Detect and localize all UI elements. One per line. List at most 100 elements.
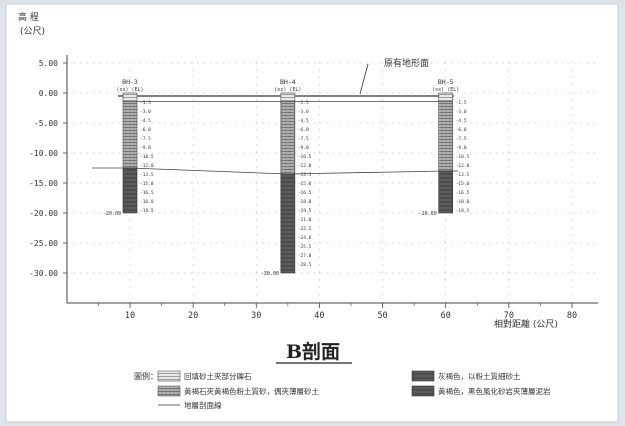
y-tick-label: -15.00 — [29, 179, 58, 188]
borehole-depth-label: -1.5 — [298, 100, 309, 106]
borehole-depth-label: -12.0 — [140, 163, 154, 169]
borehole-depth-label: -19.5 — [456, 208, 470, 214]
borehole-depth-label: -25.5 — [298, 244, 312, 250]
borehole-depth-label: -3.0 — [140, 109, 151, 115]
ground-surface-callout — [359, 63, 369, 95]
x-tick-label: 10 — [125, 311, 135, 321]
legend-swatch-silty-sand — [411, 370, 435, 382]
borehole-id: BH-5 — [438, 78, 454, 86]
section-title: B剖面 — [286, 340, 340, 363]
borehole-depth-label: -18.0 — [140, 199, 154, 205]
borehole-depth-label: -15.0 — [456, 181, 470, 187]
borehole-bh-4: BH-4(xx) (EL) -1.5 -3.0 -4.5 -6.0 -7.5 -9.0 -10… — [261, 78, 312, 277]
x-tick-label: 50 — [377, 311, 387, 321]
x-tick-label: 30 — [251, 311, 261, 321]
borehole-depth-label: -6.0 — [298, 127, 309, 133]
borehole-bottom-label: -20.00 — [103, 211, 121, 217]
borehole-bh-5: BH-5(xx) (EL) -1.5 -3.0 -4.5 -6.0 -7.5 -9.0 -10… — [419, 78, 470, 217]
x-tick-label: 60 — [441, 311, 451, 321]
x-tick-label: 20 — [188, 311, 198, 321]
x-tick-label: 40 — [314, 311, 324, 321]
borehole-depth-label: -12.0 — [298, 163, 312, 169]
borehole-depth-label: -7.5 — [456, 136, 467, 142]
borehole-depth-label: -1.5 — [456, 100, 467, 106]
borehole-group: BH-3(xx) (EL)-1.5-3.0-4.5-6.0-7.5-9.0-10… — [103, 78, 470, 277]
borehole-bh-3: BH-3(xx) (EL) -1.5 -3.0 -4.5 -6.0 -7.5 -9.0 -10… — [103, 78, 154, 217]
borehole-depth-label: -13.5 — [298, 172, 312, 178]
borehole-layer-rock — [280, 173, 296, 274]
borehole-depth-label: -6.0 — [140, 127, 151, 133]
x-tick-label: 80 — [567, 311, 577, 321]
legend-swatch-gravel-sand — [157, 385, 181, 397]
borehole-depth-label: -24.0 — [298, 235, 312, 241]
legend-label-fill: 回填砂土夾部分礫石 — [184, 371, 252, 381]
borehole-depth-label: -10.5 — [140, 154, 154, 160]
borehole-depth-label: -10.5 — [298, 154, 312, 160]
y-tick-label: -20.00 — [29, 209, 58, 218]
y-axis-title: 高 程 — [18, 11, 39, 23]
legend-swatch-fill — [157, 370, 181, 382]
y-tick-label: -30.00 — [29, 269, 58, 278]
y-tick-label: -5.00 — [34, 119, 58, 128]
legend-heading: 圖例： — [134, 371, 158, 381]
legend-label-section-line: 地層剖面線 — [184, 400, 222, 410]
legend-swatch-sandstone — [411, 385, 435, 397]
borehole-layer-gravel — [122, 101, 138, 169]
borehole-depth-label: -9.0 — [140, 145, 151, 151]
x-axis-title: 相對距離 (公尺) — [494, 318, 558, 330]
legend-label-sandstone: 黃褐色，黑色風化砂岩夾薄層泥岩 — [438, 386, 551, 396]
borehole-depth-label: -16.5 — [298, 190, 312, 196]
borehole-depth-label: -7.5 — [140, 136, 151, 142]
borehole-depth-label: -1.5 — [140, 100, 151, 106]
borehole-depth-label: -4.5 — [456, 118, 467, 124]
borehole-depth-label: -19.5 — [140, 208, 154, 214]
borehole-layer-fill — [122, 92, 138, 102]
borehole-depth-label: -9.0 — [456, 145, 467, 151]
borehole-depth-label: -15.0 — [140, 181, 154, 187]
legend-label-silty-sand: 灰褐色，以粉土質細砂土 — [438, 371, 521, 381]
borehole-depth-label: -3.0 — [298, 109, 309, 115]
borehole-depth-label: -9.0 — [298, 145, 309, 151]
borehole-depth-label: -19.5 — [298, 208, 312, 214]
borehole-depth-label: -16.5 — [140, 190, 154, 196]
borehole-depth-label: -10.5 — [456, 154, 470, 160]
borehole-bottom-label: -20.00 — [419, 211, 437, 217]
borehole-depth-label: -3.0 — [456, 109, 467, 115]
y-tick-label: 0.00 — [39, 89, 58, 98]
borehole-depth-label: -7.5 — [298, 136, 309, 142]
borehole-depth-label: -12.0 — [456, 163, 470, 169]
borehole-depth-label: -18.0 — [298, 199, 312, 205]
borehole-layer-gravel — [280, 101, 296, 175]
borehole-layer-fill — [280, 92, 296, 102]
borehole-subheader: (xx) (EL) — [274, 87, 301, 93]
y-tick-label: 5.00 — [39, 59, 58, 68]
borehole-depth-label: -6.0 — [456, 127, 467, 133]
y-axis-unit: (公尺) — [20, 26, 45, 37]
x-tick-label: 70 — [504, 311, 514, 321]
borehole-depth-label: -27.0 — [298, 253, 312, 259]
borehole-layer-rock — [122, 167, 138, 214]
legend-label-gravel-sand: 黃褐石夾黃褐色粉土質砂，偶夾薄層砂土 — [184, 386, 319, 396]
borehole-bottom-label: -30.00 — [261, 271, 279, 277]
borehole-id: BH-4 — [280, 78, 296, 86]
borehole-depth-label: -4.5 — [140, 118, 151, 124]
borehole-layer-gravel — [438, 101, 454, 172]
borehole-layer-fill — [438, 92, 454, 102]
borehole-depth-label: -18.0 — [456, 199, 470, 205]
y-tick-label: -10.00 — [29, 149, 58, 158]
borehole-depth-label: -15.0 — [298, 181, 312, 187]
borehole-depth-label: -13.5 — [140, 172, 154, 178]
borehole-layer-rock — [438, 170, 454, 214]
borehole-depth-label: -28.5 — [298, 262, 312, 268]
borehole-depth-label: -4.5 — [298, 118, 309, 124]
borehole-depth-label: -16.5 — [456, 190, 470, 196]
borehole-depth-label: -13.5 — [456, 172, 470, 178]
borehole-subheader: (xx) (EL) — [432, 87, 459, 93]
borehole-subheader: (xx) (EL) — [116, 87, 143, 93]
borehole-id: BH-3 — [122, 78, 138, 86]
y-tick-label: -25.00 — [29, 239, 58, 248]
legend: 圖例： 回填砂土夾部分礫石 灰褐色，以粉土質細砂土 黃褐石夾黃褐色粉土質砂，偶夾… — [134, 370, 551, 410]
borehole-depth-label: -21.0 — [298, 217, 312, 223]
plot-area: 5.00 0.00 -5.00 -10.00 -15.00 -20.00 -25.00 -30… — [29, 55, 598, 321]
ground-surface-label: 原有地形面 — [384, 57, 429, 69]
